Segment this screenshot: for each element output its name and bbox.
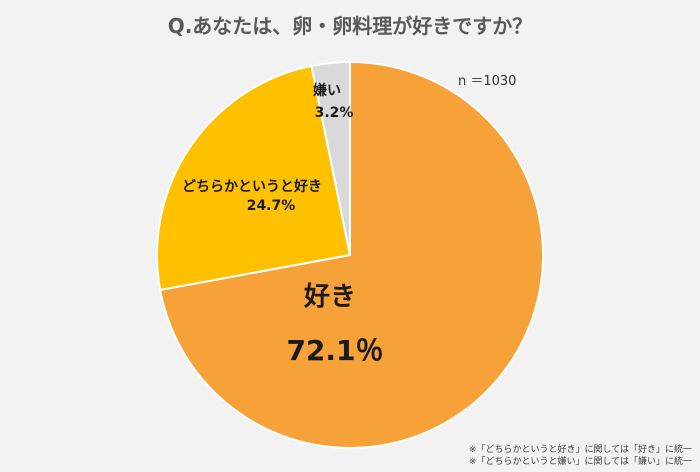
chart-title: Q.あなたは、卵・卵料理が好きですか？ [167, 14, 533, 38]
pie-slice [159, 60, 544, 449]
pie-slice [156, 64, 352, 292]
slice-value-label: 24.7% [247, 198, 296, 214]
footnote: ※「どちらかというと好き」に関しては「好き」に統一 [468, 445, 692, 455]
slice-label: 好き [303, 282, 356, 312]
slice-label: 嫌い [313, 82, 341, 99]
sample-size-label: n ＝1030 [458, 74, 517, 89]
footnote: ※「どちらかというと嫌い」に関しては「嫌い」に統一 [468, 457, 692, 467]
footnotes: ※「どちらかというと好き」に関しては「好き」に統一 ※「どちらかというと嫌い」に… [469, 444, 692, 468]
pie-slice [310, 60, 351, 256]
slice-label: どちらかというと好き [182, 178, 322, 195]
slice-value-label: 3.2% [315, 105, 354, 121]
slice-value-label: 72.1％ [286, 334, 383, 367]
